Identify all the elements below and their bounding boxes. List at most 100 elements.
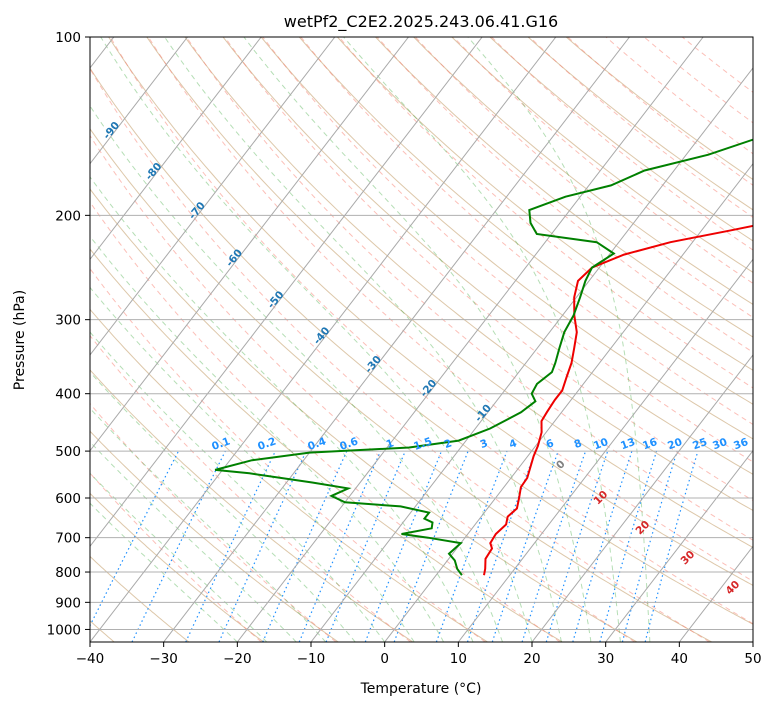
dry-adiabat-line <box>90 308 488 642</box>
dry-adiabat-line <box>375 37 753 338</box>
dry-adiabat-line <box>184 37 753 512</box>
mixing-ratio-label: 3 <box>478 437 489 451</box>
x-tick-label: −20 <box>223 651 252 667</box>
thetae-line <box>338 37 753 389</box>
isotherm-line <box>384 162 753 642</box>
temperature-profile-line <box>483 224 753 576</box>
y-tick-label: 300 <box>55 313 81 329</box>
thetae-line <box>147 37 753 582</box>
dry-adiabat-line <box>90 492 264 642</box>
thetae-line <box>262 37 753 463</box>
mixing-ratio-line <box>572 450 633 642</box>
mixing-ratio-label: 6 <box>544 437 555 451</box>
y-tick-label: 100 <box>55 30 81 46</box>
moist-adiabat-line <box>90 235 445 642</box>
mixing-ratio-line <box>364 450 443 642</box>
moist-adiabat-line <box>343 37 621 642</box>
y-tick-label: 600 <box>55 491 81 507</box>
mixing-ratio-line <box>545 450 609 642</box>
isotherm-line <box>90 37 483 548</box>
y-tick-label: 400 <box>55 387 81 403</box>
isotherm-line <box>605 449 753 642</box>
moist-adiabat-line <box>243 37 592 642</box>
moist-adiabat-line <box>90 176 474 642</box>
y-tick-label: 1000 <box>47 622 81 638</box>
plot-background <box>90 37 753 642</box>
mixing-ratio-label: 36 <box>732 436 750 452</box>
y-axis-label: Pressure (hPa) <box>12 290 28 390</box>
x-tick-label: 20 <box>523 651 540 667</box>
thetae-line <box>453 37 753 285</box>
dry-adiabat-line <box>337 37 753 371</box>
mixing-ratio-label: 0.1 <box>210 435 232 453</box>
mixing-ratio-label: 8 <box>572 437 583 451</box>
thetae-line <box>90 402 337 642</box>
dry-adiabat-line <box>222 37 753 475</box>
mixing-ratio-label: 25 <box>691 436 709 452</box>
x-axis: −40 −30 −20 −10 0 10 20 30 40 50 <box>76 642 762 667</box>
mixing-ratio-label: 0.4 <box>306 435 328 453</box>
x-tick-label: −40 <box>76 651 105 667</box>
x-tick-label: 10 <box>450 651 467 667</box>
isotherm-line <box>310 67 753 642</box>
thetae-line <box>90 134 636 642</box>
mixing-ratio-label: 10 <box>592 436 610 452</box>
isotherm-line <box>90 37 336 356</box>
isotherm-line <box>236 37 704 642</box>
dry-adiabat-line <box>108 37 753 586</box>
y-tick-label: 900 <box>55 595 81 611</box>
mixing-ratio-label: 13 <box>619 436 637 452</box>
dry-adiabat-line <box>90 67 753 625</box>
isotherm-line <box>90 37 262 261</box>
y-axis: 100 200 300 400 500 600 700 800 900 1000 <box>47 30 90 638</box>
plot-frame <box>89 36 754 643</box>
dry-adiabat-line <box>146 37 753 549</box>
dry-adiabat-line <box>90 128 712 642</box>
x-tick-label: 0 <box>380 651 389 667</box>
background-lines <box>90 37 753 642</box>
mixing-ratio-line <box>131 450 226 642</box>
mixing-ratio-line <box>393 450 469 642</box>
thetae-line <box>90 201 561 642</box>
moist-adiabat-line <box>90 407 327 642</box>
isotherm-line <box>531 354 753 642</box>
moist-adiabat-line <box>90 472 268 642</box>
y-tick-label: 200 <box>55 208 81 224</box>
moist-adiabat-line <box>467 37 651 642</box>
x-tick-label: 30 <box>597 651 614 667</box>
mixing-ratio-label: 2 <box>442 437 453 451</box>
dry-adiabat-line <box>90 188 638 642</box>
mixing-ratio-label: 4 <box>507 437 518 451</box>
dry-adiabat-line <box>298 37 753 405</box>
mixing-ratio-label: 1.5 <box>412 435 434 453</box>
isotherm-line <box>163 37 630 642</box>
isotherm-label: -100 <box>54 79 80 107</box>
y-tick-label: 700 <box>55 531 81 547</box>
moist-adiabat-line <box>90 105 503 642</box>
dry-adiabat-line <box>90 555 190 642</box>
dry-adiabat-line <box>260 37 753 440</box>
mixing-ratio-line <box>599 450 658 642</box>
isotherm-line <box>90 37 188 165</box>
mixing-ratio-line <box>185 450 276 642</box>
mixing-ratio-line <box>218 450 307 642</box>
x-axis-label: Temperature (°C) <box>360 681 482 697</box>
moist-adiabat-line <box>100 37 533 642</box>
mixing-ratio-line <box>621 450 678 642</box>
dewpoint-profile-line <box>214 138 753 576</box>
dry-adiabat-line <box>413 37 753 305</box>
isotherm-line <box>752 641 753 642</box>
thetae-line <box>90 67 710 642</box>
x-tick-label: −30 <box>149 651 178 667</box>
mixing-ratio-label: 30 <box>711 436 729 452</box>
thetae-line <box>186 37 753 541</box>
y-tick-label: 800 <box>55 565 81 581</box>
x-tick-label: 50 <box>744 651 761 667</box>
sounding-profiles <box>214 138 753 576</box>
thetae-line <box>224 37 753 502</box>
mixing-ratio-label: 16 <box>641 436 659 452</box>
moist-adiabat-line <box>90 371 356 642</box>
thetae-line <box>109 37 753 625</box>
mixing-ratio-label: 20 <box>666 436 684 452</box>
